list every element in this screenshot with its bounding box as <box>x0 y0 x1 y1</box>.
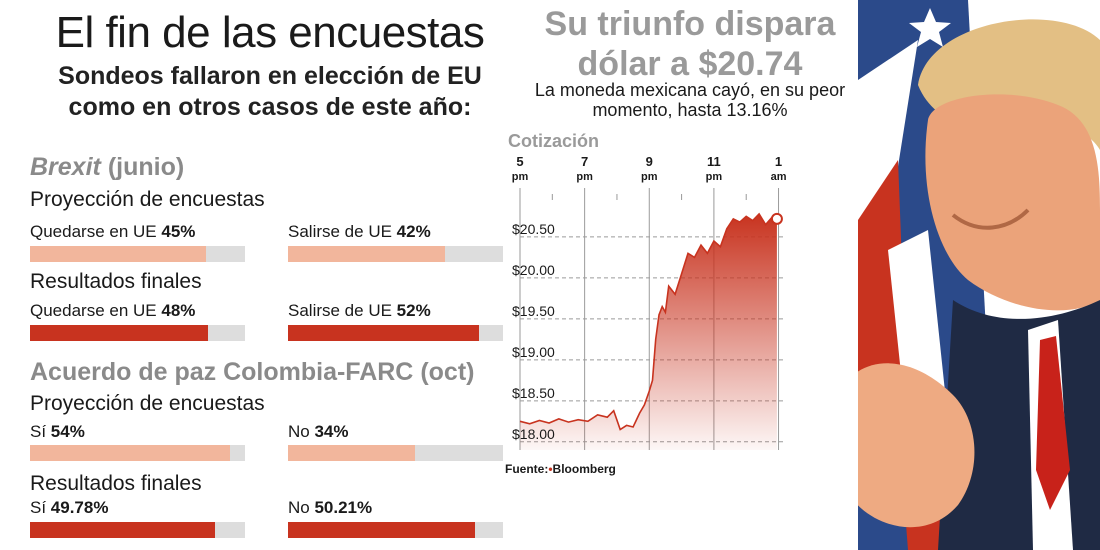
axis-layer: 5 pm 7 pm 9 pm 11 pm 1 am $18.00 $18.50 $19.00 $19.50… <box>512 154 787 442</box>
x-tick-label: 9 <box>646 154 653 169</box>
area-layer <box>519 212 783 450</box>
bar-label: Sí 49.78% <box>30 498 109 517</box>
bar-track <box>30 246 245 262</box>
bar-track <box>288 522 503 538</box>
bar-label: Sí 54% <box>30 422 85 441</box>
exchange-rate-chart: 5 pm 7 pm 9 pm 11 pm 1 am $18.00 $18.50 $19.00 $19.50… <box>512 154 787 450</box>
x-tick-unit: pm <box>706 171 723 183</box>
y-tick-label: $18.50 <box>512 385 555 401</box>
x-tick-label: 11 <box>707 154 721 169</box>
chart-label: Cotización <box>508 131 600 151</box>
bar-track <box>288 246 503 262</box>
row-heading-projection: Proyección de encuestas <box>30 188 265 211</box>
x-tick-label: 7 <box>581 154 588 169</box>
candidate-photo <box>858 0 1100 550</box>
y-tick-label: $19.00 <box>512 344 555 360</box>
bar-fill <box>288 325 480 341</box>
section-date: (junio) <box>107 153 185 181</box>
bar-label: Quedarse en UE 45% <box>30 222 196 241</box>
y-tick-label: $19.50 <box>512 303 555 319</box>
bar-fill <box>288 445 415 461</box>
x-tick-unit: am <box>771 171 787 183</box>
last-point-marker <box>770 212 783 225</box>
x-tick-unit: pm <box>512 171 529 183</box>
bar-fill <box>288 246 445 262</box>
bar-track <box>288 445 503 461</box>
y-tick-label: $20.50 <box>512 221 555 237</box>
bar-label: Salirse de UE 42% <box>288 222 431 241</box>
area-fill <box>520 213 777 450</box>
row-heading-results: Resultados finales <box>30 270 202 293</box>
bar-label: No 34% <box>288 422 349 441</box>
bar-label: Quedarse en UE 48% <box>30 301 196 320</box>
bar-track <box>30 325 245 341</box>
section-heading-colombia: Acuerdo de paz Colombia-FARC (oct) <box>30 358 474 387</box>
bar-label: Salirse de UE 52% <box>288 301 431 320</box>
section-name: Acuerdo de paz Colombia-FARC <box>30 358 414 386</box>
chart-source: Fuente:•Bloomberg <box>505 462 616 476</box>
x-tick-unit: pm <box>641 171 658 183</box>
x-tick-label: 5 <box>516 154 523 169</box>
row-heading-projection: Proyección de encuestas <box>30 392 265 415</box>
bar-track <box>30 522 245 538</box>
price-line <box>519 212 778 431</box>
main-title: El fin de las encuestas <box>55 8 485 57</box>
y-tick-label: $18.00 <box>512 426 555 442</box>
section-heading-brexit: Brexit (junio) <box>30 153 184 182</box>
bar-track <box>30 445 245 461</box>
x-tick-unit: pm <box>576 171 593 183</box>
row-heading-results: Resultados finales <box>30 472 202 495</box>
bar-label: No 50.21% <box>288 498 373 517</box>
bar-fill <box>30 325 209 341</box>
chart-title: Su triunfo dispara dólar a $20.74 <box>544 5 836 83</box>
y-tick-label: $20.00 <box>512 262 555 278</box>
x-tick-label: 1 <box>775 154 782 169</box>
bar-fill <box>30 445 230 461</box>
bar-fill <box>30 246 207 262</box>
section-name: Brexit <box>30 153 101 181</box>
bar-fill <box>288 522 476 538</box>
subtitle-line-2: como en otros casos de este año: <box>68 93 472 121</box>
section-date: (oct) <box>420 358 475 386</box>
bar-fill <box>30 522 215 538</box>
chart-subtitle: La moneda mexicana cayó, en su peor mome… <box>534 80 846 120</box>
subtitle-line-1: Sondeos fallaron en elección de EU <box>58 62 482 90</box>
bar-track <box>288 325 503 341</box>
